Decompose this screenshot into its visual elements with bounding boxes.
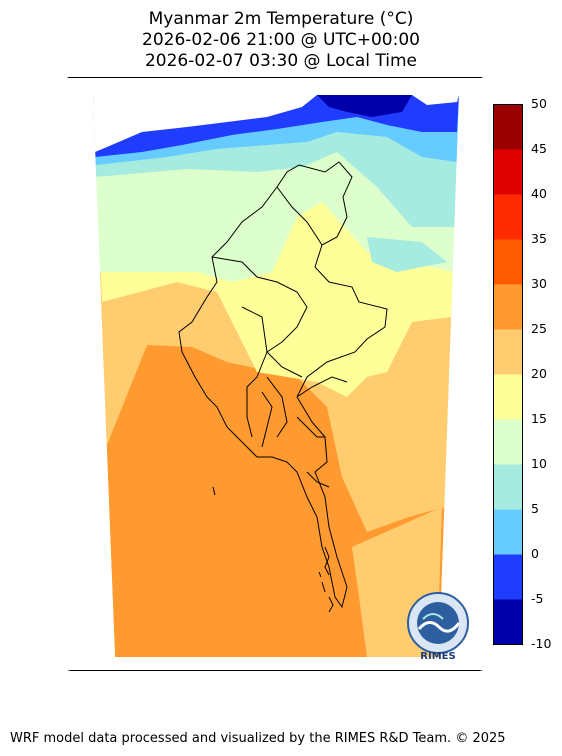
colorbar-segment	[493, 149, 523, 195]
colorbar-tick-label: 0	[531, 546, 539, 561]
colorbar-tick-label: 15	[531, 411, 547, 426]
colorbar-segment	[493, 284, 523, 330]
colorbar-tick-label: 20	[531, 366, 547, 381]
colorbar-segment	[493, 239, 523, 285]
colorbar-tick-label: 25	[531, 321, 547, 336]
temp-zone-minus10-minus5	[317, 95, 412, 117]
colorbar-segment	[493, 554, 523, 600]
colorbar	[493, 104, 523, 645]
temp-zone-5-10-patch	[367, 237, 447, 272]
domain-mask-right	[439, 77, 483, 671]
colorbar-segment	[493, 464, 523, 510]
temperature-map: RIMES	[67, 77, 483, 671]
colorbar-tick-label: 35	[531, 231, 547, 246]
map-subtitle-utc: 2026-02-06 21:00 @ UTC+00:00	[142, 30, 420, 50]
colorbar-tick-label: 40	[531, 186, 547, 201]
country-borders	[178, 161, 388, 609]
colorbar-tick-label: 45	[531, 141, 547, 156]
rimes-logo-text: RIMES	[420, 651, 455, 662]
rimes-logo: RIMES	[407, 592, 469, 662]
colorbar-segment	[493, 374, 523, 420]
no-data-north	[93, 95, 317, 152]
coastal-islands	[212, 486, 334, 613]
colorbar-tick-label: 50	[531, 96, 547, 111]
colorbar-segment	[493, 599, 523, 645]
colorbar-segment	[493, 104, 523, 150]
no-data-north-east	[412, 95, 459, 105]
colorbar-tick-label: 30	[531, 276, 547, 291]
map-title: Myanmar 2m Temperature (°C)	[148, 9, 414, 29]
map-subtitle-local: 2026-02-07 03:30 @ Local Time	[144, 51, 418, 71]
colorbar-tick-label: 5	[531, 501, 539, 516]
colorbar-tick-label: -10	[531, 636, 552, 651]
colorbar-segment	[493, 419, 523, 465]
colorbar-segment	[493, 194, 523, 240]
colorbar-tick-label: -5	[531, 591, 544, 606]
domain-mask-left	[67, 77, 115, 671]
footer-credit: WRF model data processed and visualized …	[10, 731, 506, 746]
colorbar-segment	[493, 509, 523, 555]
colorbar-segment	[493, 329, 523, 375]
colorbar-tick-label: 10	[531, 456, 547, 471]
